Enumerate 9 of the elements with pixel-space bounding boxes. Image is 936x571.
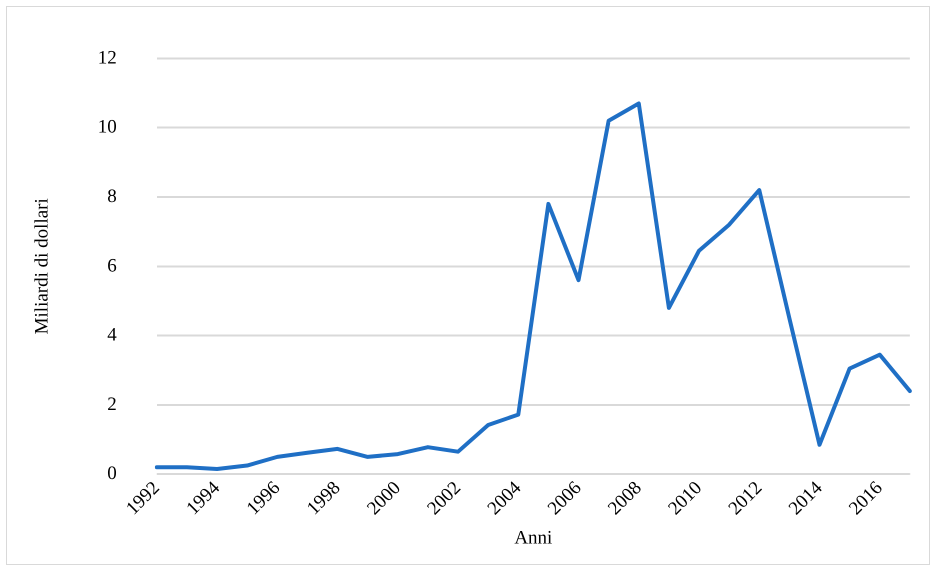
x-axis-title: Anni (514, 528, 552, 549)
y-tick-label: 4 (107, 324, 118, 346)
y-tick-label: 10 (98, 116, 117, 138)
y-tick-label: 8 (107, 186, 117, 207)
y-axis-title: Miliardi di dollari (31, 198, 52, 334)
y-tick-label: 6 (107, 255, 117, 276)
y-tick-label: 12 (98, 47, 117, 68)
y-tick-label: 0 (107, 463, 117, 484)
y-tick-label: 2 (107, 394, 117, 415)
